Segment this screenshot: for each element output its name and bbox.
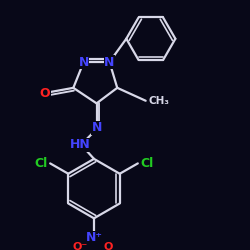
Text: N⁺: N⁺ [86, 231, 102, 244]
Text: O⁻: O⁻ [72, 242, 88, 250]
Text: O: O [40, 86, 50, 100]
Text: N: N [104, 56, 115, 68]
Text: N: N [92, 122, 102, 134]
Text: N: N [78, 56, 89, 68]
Text: Cl: Cl [34, 157, 48, 170]
Text: HN: HN [70, 138, 90, 151]
Text: O: O [104, 242, 113, 250]
Text: Cl: Cl [140, 157, 154, 170]
Text: CH₃: CH₃ [148, 96, 169, 106]
